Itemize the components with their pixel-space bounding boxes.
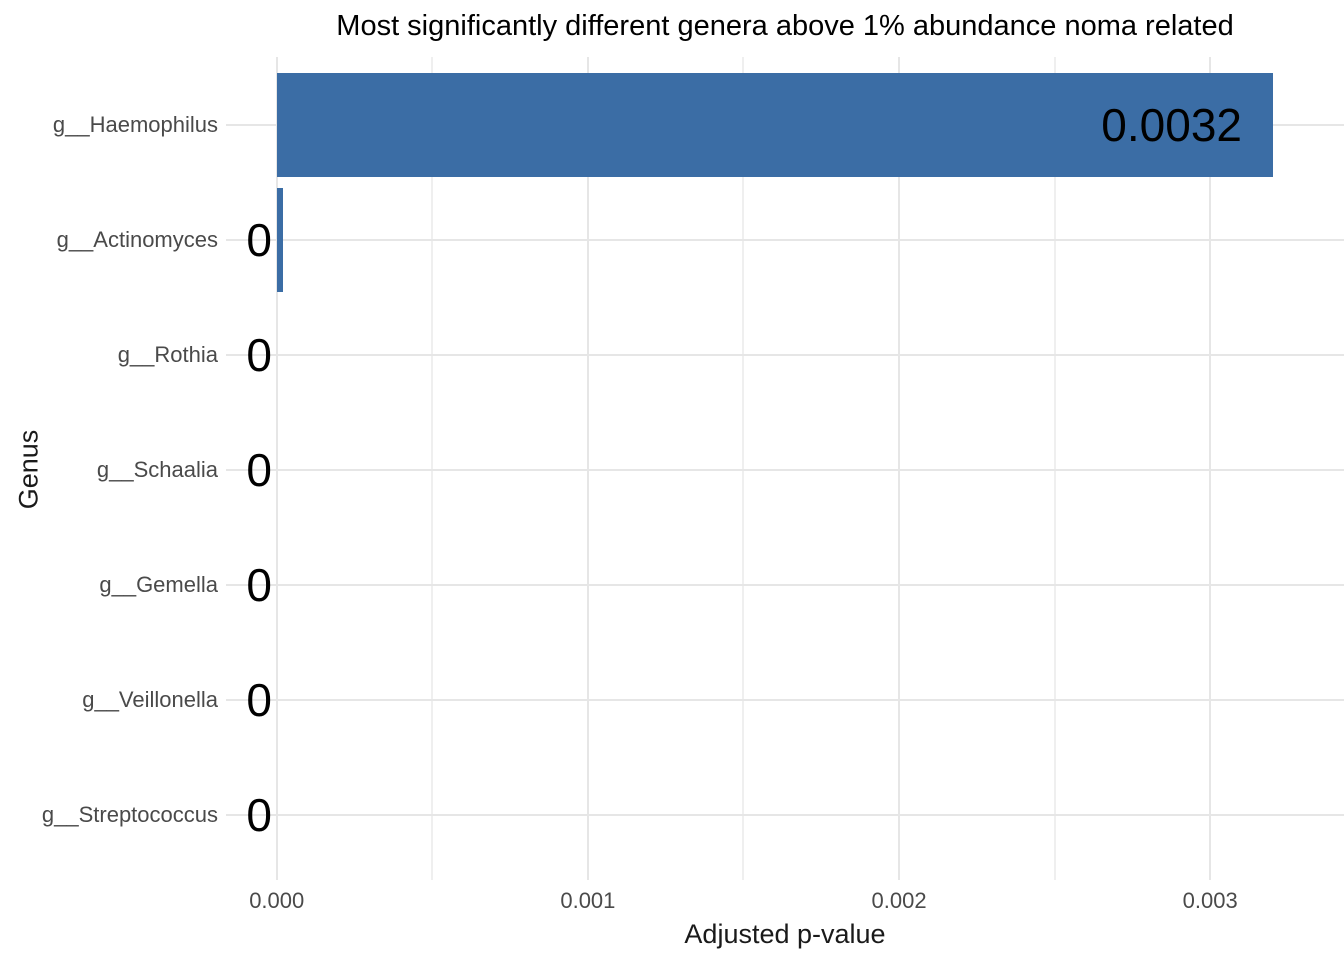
x-major-gridline: [275, 57, 278, 880]
y-tick-label: g__Haemophilus: [52, 112, 218, 137]
value-label: 0: [246, 214, 272, 266]
value-label: 0: [246, 444, 272, 496]
value-label: 0.0032: [1101, 99, 1242, 151]
bar-g-haemophilus: [277, 73, 1273, 177]
y-major-gridline: [226, 354, 1344, 356]
x-tick-label: 0.001: [560, 888, 616, 913]
y-tick-label: g__Actinomyces: [56, 227, 218, 252]
x-minor-gridline: [431, 57, 434, 880]
value-label: 0: [246, 789, 272, 841]
y-major-gridline: [226, 699, 1344, 701]
x-tick-label: 0.003: [1182, 888, 1238, 913]
y-tick-label: g__Streptococcus: [41, 802, 218, 827]
bar-g-actinomyces: [277, 188, 283, 292]
chart-title: Most significantly different genera abov…: [336, 10, 1234, 42]
x-major-gridline: [898, 57, 901, 880]
y-major-gridline: [226, 814, 1344, 816]
x-tick-label: 0.000: [249, 888, 305, 913]
value-label: 0: [246, 559, 272, 611]
y-major-gridline: [226, 584, 1344, 586]
y-major-gridline: [226, 469, 1344, 471]
x-major-gridline: [1209, 57, 1212, 880]
x-tick-label: 0.002: [871, 888, 927, 913]
value-label: 0: [246, 329, 272, 381]
value-label: 0: [246, 674, 272, 726]
x-minor-gridline: [742, 57, 745, 880]
x-major-gridline: [586, 57, 589, 880]
y-tick-label: g__Veillonella: [82, 687, 218, 712]
y-tick-label: g__Schaalia: [96, 457, 218, 482]
x-minor-gridline: [1053, 57, 1056, 880]
x-axis-title: Adjusted p-value: [684, 919, 886, 949]
y-major-gridline: [226, 239, 1344, 241]
y-tick-label: g__Rothia: [117, 342, 218, 367]
y-tick-label: g__Gemella: [99, 572, 218, 597]
